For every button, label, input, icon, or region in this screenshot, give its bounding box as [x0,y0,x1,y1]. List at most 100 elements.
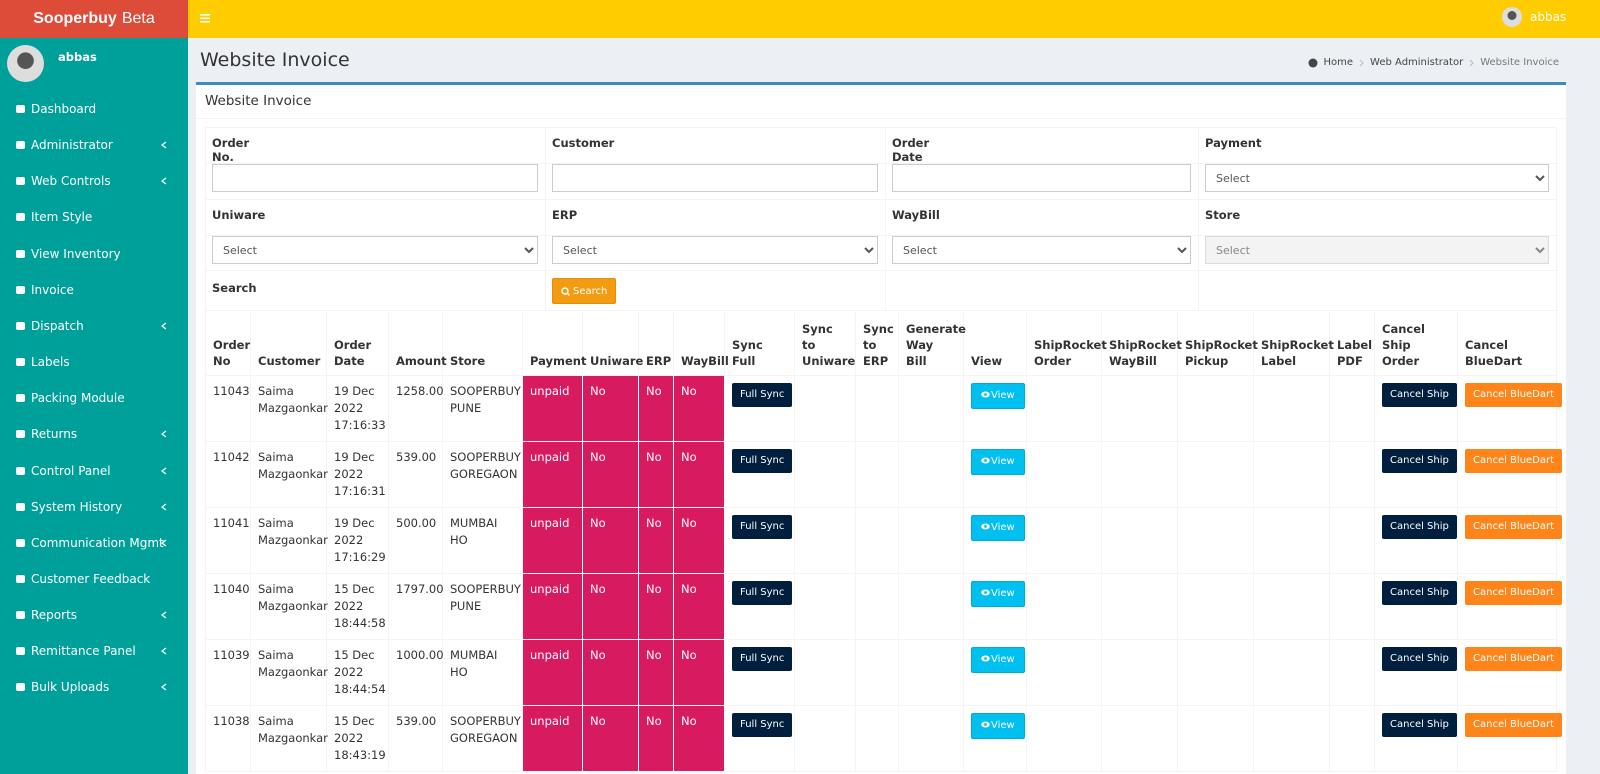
menu-label: Item Style [31,210,93,225]
menu-item[interactable]: Dashboard [0,91,188,127]
hamburger-icon [200,14,210,23]
filter-col-line [1198,127,1199,310]
action-button[interactable]: Cancel Ship [1382,713,1457,737]
table-cell: SOOPERBUY PUNE [442,375,523,442]
invoice-row: 11039 Saima Mazgaonkar 15 Dec 2022 18:44:5… [205,639,1563,706]
action-button[interactable]: Cancel BlueDart [1465,383,1563,407]
action-button[interactable]: View [971,581,1025,607]
action-button[interactable]: Cancel BlueDart [1465,515,1563,539]
table-cell: unpaid [522,705,583,772]
table-cell: 19 Dec 2022 17:16:29 [326,507,389,574]
table-cell [794,705,856,772]
filter-select[interactable]: Select [212,236,538,264]
cell-text: 19 Dec 2022 17:16:29 [334,516,386,564]
cell-text: No [646,714,662,728]
menu-item[interactable]: Returns [0,416,188,452]
menu-icon [16,213,25,222]
eye-icon [981,655,990,662]
table-cell: Full Sync [724,441,795,508]
menu-label: Web Controls [31,174,111,189]
menu-item[interactable]: Administrator [0,127,188,163]
menu-icon [16,466,25,475]
user-menu[interactable]: abbas [1502,7,1566,27]
filter-select[interactable]: Select [552,236,878,264]
cell-text: No [681,714,697,728]
action-button[interactable]: Cancel Ship [1382,581,1457,605]
table-cell: 19 Dec 2022 17:16:31 [326,441,389,508]
filter-select[interactable]: Select [892,236,1191,264]
menu-item[interactable]: Bulk Uploads [0,669,188,705]
menu-item[interactable]: Labels [0,344,188,380]
column-header: Sync to Uniware [794,310,856,376]
cell-text: 539.00 [396,450,437,464]
action-button[interactable]: Cancel Ship [1382,515,1457,539]
table-cell: Cancel BlueDart [1457,441,1563,508]
menu-item[interactable]: Web Controls [0,163,188,199]
filter-col-line [1556,127,1557,310]
action-button[interactable]: Full Sync [732,647,793,671]
breadcrumb-item[interactable]: Home [1323,57,1354,68]
action-button[interactable]: View [971,647,1025,673]
table-cell: View [963,573,1027,640]
menu-icon [16,538,25,547]
action-button[interactable]: Full Sync [732,449,793,473]
action-button[interactable]: Full Sync [732,515,793,539]
menu-item[interactable]: Invoice [0,272,188,308]
table-cell [1253,573,1330,640]
button-label: Cancel Ship [1390,389,1449,400]
menu-item[interactable]: Customer Feedback [0,561,188,597]
filter-input[interactable] [892,164,1191,192]
column-header: Order Date [326,310,389,376]
menu-item[interactable]: Item Style [0,199,188,235]
table-cell: Cancel Ship [1374,705,1458,772]
column-header: ShipRocket WayBill [1101,310,1182,376]
filter-input[interactable] [212,164,538,192]
menu-item[interactable]: Communication Mgmt [0,525,188,561]
filter-label: WayBill [892,208,940,222]
table-cell: Full Sync [724,507,795,574]
action-button[interactable]: Full Sync [732,383,793,407]
search-button[interactable]: Search [552,278,617,304]
action-button[interactable]: Cancel Ship [1382,383,1457,407]
table-cell: No [673,507,725,574]
action-button[interactable]: View [971,383,1025,409]
menu-item[interactable]: Dispatch [0,308,188,344]
table-cell: No [673,705,725,772]
action-button[interactable]: Full Sync [732,581,793,605]
action-button[interactable]: Cancel BlueDart [1465,581,1563,605]
menu-label: Control Panel [31,463,111,478]
brand-suffix: Beta [121,10,155,27]
table-cell: View [963,639,1027,706]
button-label: View [991,720,1015,731]
action-button[interactable]: Cancel BlueDart [1465,647,1563,671]
filter-label: Order Date [892,136,930,164]
action-button[interactable]: View [971,713,1025,739]
cell-text: Saima Mazgaonkar [258,714,328,745]
filter-select[interactable]: Select [1205,164,1549,192]
menu-item[interactable]: Control Panel [0,453,188,489]
menu-item[interactable]: System History [0,489,188,525]
menu-item[interactable]: Remittance Panel [0,633,188,669]
breadcrumb-item[interactable]: Web Administrator [1370,57,1464,68]
table-cell: 1258.00 [388,375,444,442]
action-button[interactable]: Cancel BlueDart [1465,449,1563,473]
menu-item[interactable]: Reports [0,597,188,633]
table-cell: Saima Mazgaonkar [250,639,328,706]
action-button[interactable]: Cancel BlueDart [1465,713,1563,737]
chevron-icon [161,141,167,149]
action-button[interactable]: View [971,515,1025,541]
cell-text: No [590,384,606,398]
menu-item[interactable]: Packing Module [0,380,188,416]
menu-toggle[interactable] [200,13,210,27]
menu-item[interactable]: View Inventory [0,236,188,272]
menu-icon [16,321,25,330]
filter-input[interactable] [552,164,878,192]
action-button[interactable]: Full Sync [732,713,793,737]
brand-logo[interactable]: Sooperbuy Beta [0,0,188,38]
action-button[interactable]: View [971,449,1025,475]
button-label: Full Sync [740,587,785,598]
action-button[interactable]: Cancel Ship [1382,647,1457,671]
breadcrumb-separator [1469,59,1474,66]
action-button[interactable]: Cancel Ship [1382,449,1457,473]
chevron-icon [161,430,167,438]
